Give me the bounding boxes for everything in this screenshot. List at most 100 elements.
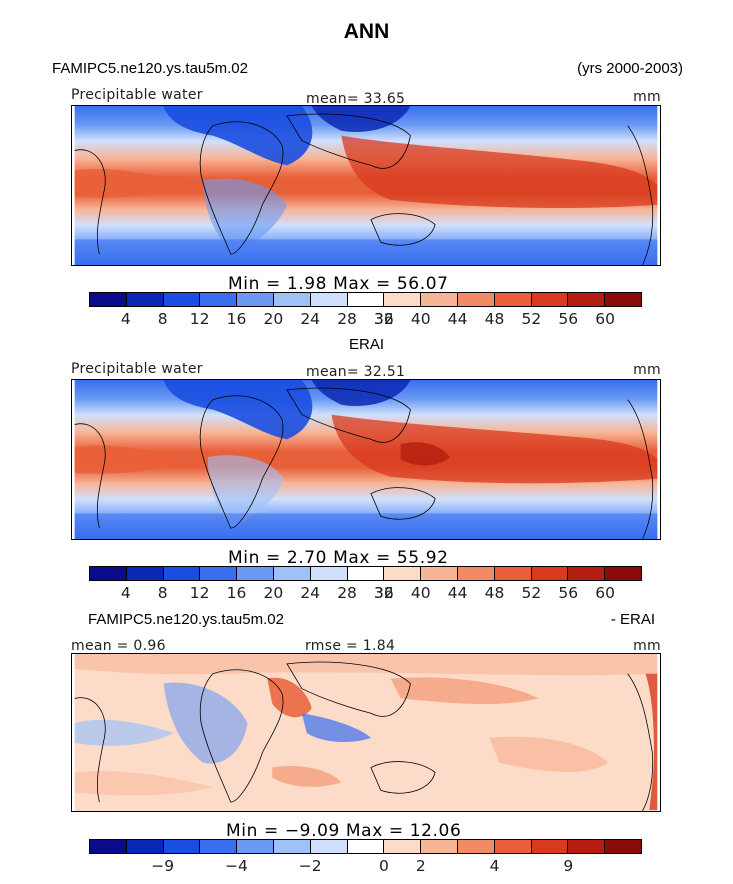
panel3-case-name: FAMIPC5.ne120.ys.tau5m.02	[88, 611, 284, 628]
colorbar-swatch	[200, 293, 238, 306]
colorbar-tick-label: 20	[263, 310, 284, 328]
panel2-colorbar-ticks: 4 8 12 16 20 24 28 32 36 40 44 48 52 56 60	[89, 584, 642, 604]
colorbar-swatch	[163, 293, 201, 306]
panel2-mean: mean= 32.51	[306, 364, 406, 380]
colorbar-swatch	[494, 567, 532, 580]
colorbar-tick-label: 48	[484, 584, 505, 602]
panel3-map	[71, 653, 661, 812]
colorbar-swatch	[568, 567, 606, 580]
colorbar-swatch	[163, 567, 201, 580]
panel1-mean: mean= 33.65	[306, 91, 406, 107]
colorbar-swatch	[384, 293, 422, 306]
colorbar-tick-label: 20	[263, 584, 284, 602]
colorbar-swatch	[457, 567, 495, 580]
panel1-map	[71, 105, 661, 266]
panel3-units: mm	[633, 638, 661, 654]
colorbar-tick-label: 52	[521, 310, 542, 328]
colorbar-tick-label: 32	[374, 584, 394, 602]
panel1-colorbar-ticks: 4 8 12 16 20 24 28 32 36 40 44 48 52 56 60	[89, 310, 642, 330]
panel3-stats: Min = −9.09 Max = 12.06	[226, 821, 462, 841]
colorbar-swatch	[90, 840, 127, 853]
colorbar-swatch	[605, 293, 641, 306]
colorbar-swatch	[126, 840, 164, 853]
colorbar-tick-label: −4	[225, 857, 248, 875]
panel3-colorbar-ticks: −9 −4 −2 0 2 4 9	[89, 857, 642, 877]
colorbar-tick-label: 32	[374, 310, 394, 328]
colorbar-swatch	[531, 840, 569, 853]
colorbar-tick-label: 24	[300, 584, 321, 602]
colorbar-swatch	[126, 567, 164, 580]
colorbar-swatch	[421, 567, 458, 580]
colorbar-swatch	[90, 293, 127, 306]
panel2-map	[71, 379, 661, 540]
panel2-stats: Min = 2.70 Max = 55.92	[228, 548, 449, 568]
colorbar-tick-label: 60	[595, 310, 615, 328]
colorbar-swatch	[310, 840, 348, 853]
colorbar-tick-label: 36	[374, 584, 394, 602]
panel1-variable: Precipitable water	[71, 87, 203, 103]
colorbar-swatch	[384, 567, 422, 580]
colorbar-swatch	[200, 567, 238, 580]
colorbar-tick-label: 28	[337, 584, 357, 602]
colorbar-swatch	[347, 293, 385, 306]
colorbar-tick-label: 2	[415, 857, 426, 875]
colorbar-tick-label: 40	[410, 584, 431, 602]
colorbar-swatch	[347, 840, 385, 853]
colorbar-swatch	[126, 293, 164, 306]
panel1-stats: Min = 1.98 Max = 56.07	[228, 274, 449, 294]
colorbar-tick-label: −9	[151, 857, 175, 875]
colorbar-tick-label: 8	[157, 584, 168, 602]
colorbar-swatch	[273, 293, 311, 306]
colorbar-swatch	[605, 567, 641, 580]
colorbar-swatch	[531, 567, 569, 580]
colorbar-tick-label: 0	[378, 857, 389, 875]
colorbar-tick-label: 12	[189, 584, 210, 602]
colorbar-tick-label: 9	[563, 857, 574, 875]
colorbar-tick-label: 16	[226, 310, 247, 328]
colorbar-tick-label: 48	[484, 310, 505, 328]
colorbar-swatch	[237, 293, 274, 306]
colorbar-swatch	[568, 293, 606, 306]
colorbar-swatch	[163, 840, 201, 853]
panel3-colorbar	[89, 839, 642, 854]
colorbar-tick-label: 28	[337, 310, 357, 328]
panel2-colorbar	[89, 566, 642, 581]
colorbar-tick-label: 56	[558, 584, 579, 602]
colorbar-swatch	[310, 293, 348, 306]
panel1-case-name: FAMIPC5.ne120.ys.tau5m.02	[52, 60, 248, 77]
colorbar-tick-label: 44	[447, 584, 468, 602]
panel2-units: mm	[633, 362, 661, 378]
colorbar-swatch	[200, 840, 238, 853]
panel2-variable: Precipitable water	[71, 361, 203, 377]
colorbar-swatch	[421, 840, 458, 853]
colorbar-swatch	[494, 840, 532, 853]
colorbar-tick-label: 16	[226, 584, 247, 602]
colorbar-swatch	[605, 840, 641, 853]
colorbar-tick-label: 4	[120, 584, 131, 602]
colorbar-tick-label: 36	[374, 310, 394, 328]
panel3-suffix: - ERAI	[610, 611, 655, 628]
colorbar-tick-label: 60	[595, 584, 615, 602]
colorbar-tick-label: 44	[447, 310, 468, 328]
colorbar-swatch	[531, 293, 569, 306]
colorbar-swatch	[384, 840, 422, 853]
panel2-case-name: ERAI	[348, 336, 384, 353]
colorbar-swatch	[273, 840, 311, 853]
colorbar-swatch	[237, 567, 274, 580]
panel1-years: (yrs 2000-2003)	[577, 60, 683, 77]
panel3-rmse: rmse = 1.84	[305, 638, 396, 654]
colorbar-tick-label: 8	[157, 310, 168, 328]
colorbar-tick-label: 12	[189, 310, 210, 328]
colorbar-swatch	[457, 840, 495, 853]
colorbar-tick-label: −2	[298, 857, 322, 875]
colorbar-tick-label: 4	[489, 857, 500, 875]
colorbar-swatch	[237, 840, 274, 853]
colorbar-tick-label: 24	[300, 310, 321, 328]
colorbar-swatch	[347, 567, 385, 580]
colorbar-swatch	[310, 567, 348, 580]
colorbar-swatch	[90, 567, 127, 580]
panel1-colorbar	[89, 292, 642, 307]
colorbar-swatch	[568, 840, 606, 853]
panel3-mean: mean = 0.96	[71, 638, 166, 654]
colorbar-swatch	[421, 293, 458, 306]
